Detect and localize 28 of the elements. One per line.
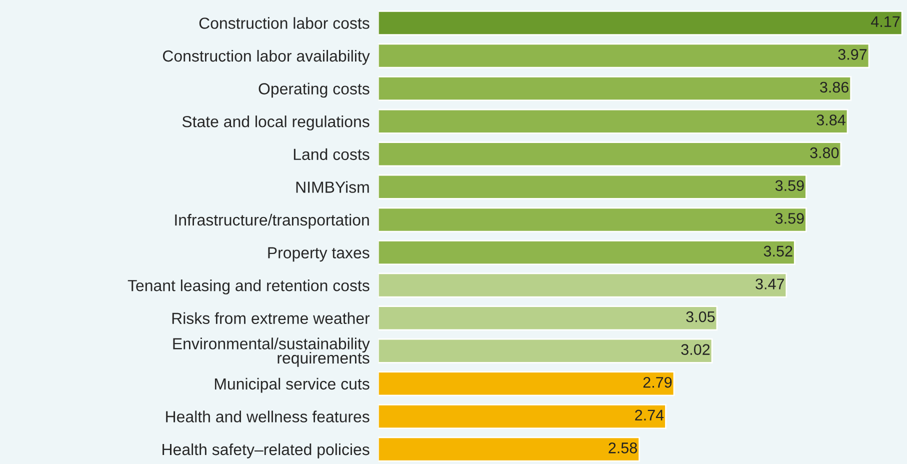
y-tick-label: State and local regulations (182, 116, 370, 130)
y-tick-label: Municipal service cuts (214, 378, 370, 393)
data-label: 2.79 (643, 376, 672, 388)
y-tick-label: Health safety–related policies (162, 443, 370, 458)
y-tick-label: Tenant leasing and retention costs (128, 280, 370, 294)
data-label: 3.47 (756, 278, 784, 290)
data-label: 3.59 (775, 180, 804, 192)
y-tick-label: Land costs (294, 148, 370, 160)
y-tick-label: Health and wellness features (166, 410, 370, 422)
y-tick-label: Property taxes (268, 247, 370, 262)
y-tick-label: Risks from extreme weather (172, 312, 370, 324)
data-label: 2.74 (635, 410, 664, 420)
y-tick-label: NIMBYism (296, 181, 369, 193)
data-label: 3.84 (816, 114, 846, 126)
data-label: 3.05 (686, 311, 715, 322)
data-label: 4.17 (871, 16, 900, 27)
data-label: 3.59 (775, 212, 804, 224)
data-label: 3.80 (810, 147, 839, 158)
data-label: 3.52 (764, 246, 792, 257)
y-tick-label: Construction labor costs (199, 17, 370, 29)
data-label: 3.86 (820, 82, 848, 93)
y-tick-label: Environmental/sustainability requirements (173, 338, 370, 367)
data-label: 3.97 (838, 49, 867, 60)
y-tick-label: Infrastructure/transportation (175, 214, 369, 229)
y-tick-label: Operating costs (258, 82, 370, 98)
y-tick-label: Construction labor availability (162, 50, 370, 65)
data-label: 3.02 (681, 344, 710, 355)
data-label: 2.58 (608, 442, 637, 454)
